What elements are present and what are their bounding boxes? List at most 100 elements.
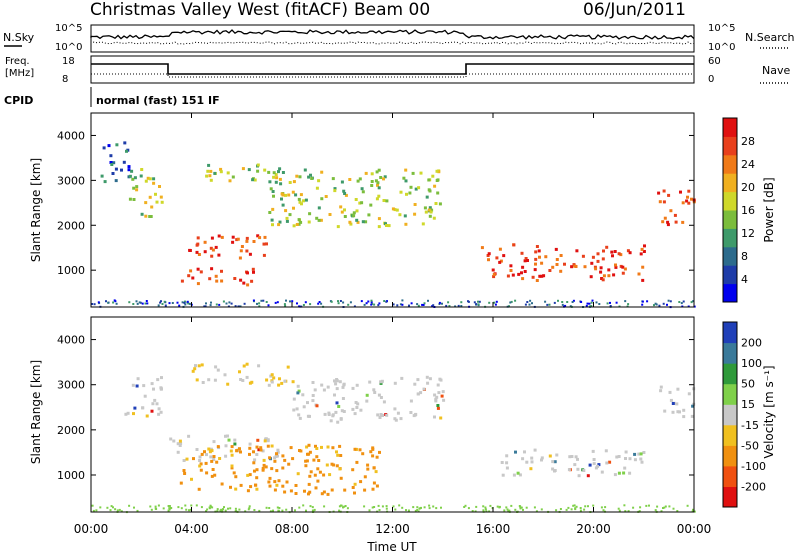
colorbar-tick-label: 8 <box>741 250 748 263</box>
power-cell <box>191 276 195 280</box>
cpid-text: normal (fast) 151 IF <box>96 94 220 107</box>
power-cell <box>615 301 618 304</box>
power-cell <box>593 265 597 269</box>
power-cell <box>284 209 288 213</box>
velocity-cell <box>109 509 112 512</box>
power-cell <box>133 176 137 180</box>
power-cell <box>215 279 219 283</box>
power-cell <box>572 299 575 302</box>
velocity-cell <box>302 504 305 507</box>
colorbar-tick-label: -15 <box>741 419 759 432</box>
velocity-cell <box>301 393 305 397</box>
power-cell <box>613 250 617 253</box>
velocity-cell <box>203 450 206 454</box>
velocity-cell <box>592 462 596 466</box>
power-cell <box>365 302 368 305</box>
velocity-cell <box>530 456 534 460</box>
power-cell <box>658 200 662 204</box>
nsky-tick-bottom: 10^0 <box>55 42 82 53</box>
power-cell <box>102 146 106 150</box>
power-cell <box>228 179 232 183</box>
power-cell <box>245 236 249 240</box>
velocity-cell <box>659 385 663 389</box>
velocity-cell <box>194 364 197 368</box>
power-cell <box>421 303 424 306</box>
power-cell <box>93 303 96 306</box>
power-cell <box>160 300 162 303</box>
velocity-cell <box>365 399 369 403</box>
power-cell <box>309 173 312 177</box>
power-cell <box>196 236 200 240</box>
velocity-cell <box>112 506 114 509</box>
velocity-cell <box>400 376 404 380</box>
velocity-cell <box>533 448 537 452</box>
power-cell <box>437 170 441 174</box>
power-cell <box>262 253 266 257</box>
power-cell <box>690 301 693 304</box>
power-cell <box>375 197 379 201</box>
velocity-cell <box>425 375 429 379</box>
velocity-cell <box>268 456 272 460</box>
velocity-cell <box>216 508 219 511</box>
velocity-cell <box>467 507 470 510</box>
velocity-cell <box>366 467 370 471</box>
velocity-cell <box>501 473 505 477</box>
power-cell <box>262 299 265 302</box>
power-cell <box>285 299 287 302</box>
power-cell <box>555 258 559 261</box>
velocity-cell <box>131 383 135 387</box>
power-cell <box>411 171 415 175</box>
power-cell <box>196 282 200 286</box>
velocity-cell <box>168 508 171 511</box>
velocity-cell <box>246 489 250 493</box>
velocity-cell <box>248 452 251 456</box>
power-cell <box>477 303 480 306</box>
velocity-cell <box>379 380 383 384</box>
power-cell <box>245 239 249 243</box>
velocity-cell <box>272 376 276 380</box>
power-cell <box>377 186 381 190</box>
beam-label: Beam 00 <box>354 0 430 20</box>
velocity-cell <box>518 473 522 477</box>
power-cell <box>681 220 685 224</box>
power-cell <box>183 301 186 304</box>
power-cell <box>441 302 443 305</box>
power-cell <box>628 251 632 255</box>
velocity-cell <box>266 444 270 448</box>
colorbar-swatch <box>723 191 737 211</box>
power-cell <box>498 260 502 264</box>
power-cell <box>209 246 213 250</box>
power-cell <box>605 245 609 249</box>
power-cell <box>231 240 235 244</box>
velocity-cell <box>185 508 188 511</box>
power-cell <box>370 299 373 302</box>
velocity-cell <box>423 506 426 509</box>
velocity-cell <box>514 450 517 454</box>
power-cell <box>184 303 187 306</box>
velocity-cell <box>155 402 159 406</box>
velocity-cell <box>353 447 357 451</box>
velocity-cell <box>690 414 694 418</box>
power-cell <box>581 254 585 258</box>
velocity-cell <box>326 445 330 449</box>
velocity-cell <box>265 506 268 509</box>
velocity-cell <box>206 508 209 511</box>
power-cell <box>280 192 284 196</box>
velocity-cell <box>229 449 233 453</box>
power-cell <box>139 174 143 178</box>
velocity-cell <box>392 505 395 508</box>
velocity-cell <box>344 505 347 507</box>
power-cell <box>436 191 440 195</box>
power-cell <box>213 171 217 175</box>
velocity-cell <box>393 381 397 385</box>
velocity-cell <box>496 505 499 508</box>
power-cell <box>495 300 498 303</box>
power-cell <box>269 187 273 191</box>
velocity-cell <box>374 470 378 474</box>
velocity-cell <box>267 480 271 484</box>
velocity-y-ticks: 1000 2000 3000 4000 <box>57 334 694 482</box>
velocity-cell <box>377 504 380 507</box>
velocity-cell <box>230 464 234 468</box>
velocity-cell <box>204 461 208 465</box>
